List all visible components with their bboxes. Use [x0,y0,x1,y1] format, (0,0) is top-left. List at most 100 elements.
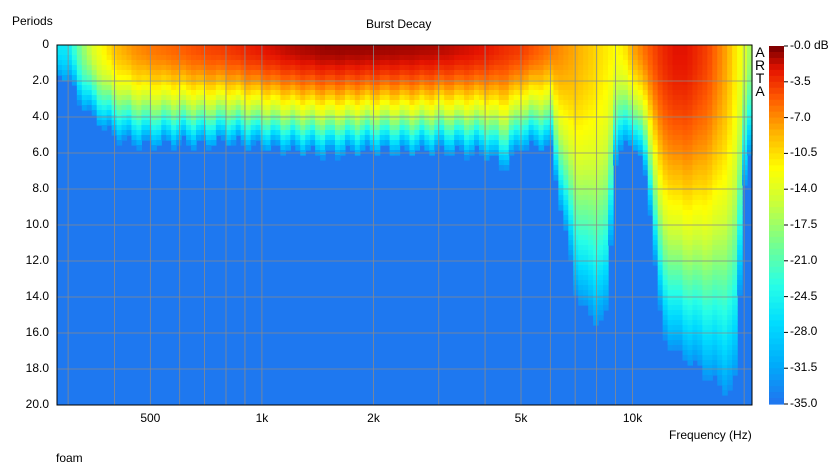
heatmap-cell [573,170,579,176]
heatmap-cell [191,100,197,106]
heatmap-cell [657,130,664,136]
heatmap-cell [166,85,172,91]
heatmap-cell [151,65,157,71]
heatmap-cell [687,180,694,186]
heatmap-cell [732,340,738,346]
heatmap-cell [672,190,679,196]
heatmap-cell [498,145,505,151]
heatmap-cell [161,55,167,61]
heatmap-cell [295,95,301,101]
heatmap-cell [339,130,346,136]
heatmap-cell [285,145,291,151]
heatmap-cell [598,260,604,266]
heatmap-cell [578,300,584,306]
colorbar-segment [769,374,784,381]
heatmap-cell [508,100,515,106]
heatmap-cell [747,125,753,131]
heatmap-cell [672,140,679,146]
heatmap-cell [647,210,654,216]
heatmap-cell [742,155,748,161]
heatmap-cell [682,175,689,181]
heatmap-cell [404,75,411,81]
heatmap-cell [538,120,545,126]
heatmap-cell [588,55,594,61]
heatmap-cell [717,325,723,331]
heatmap-cell [399,55,406,61]
heatmap-cell [389,45,396,51]
heatmap-cell [300,125,306,131]
heatmap-cell [742,170,748,176]
heatmap-cell [454,70,460,76]
heatmap-cell [151,70,157,76]
heatmap-cell [603,90,609,96]
heatmap-cell [667,145,674,151]
heatmap-cell [672,250,679,256]
heatmap-cell [151,115,157,121]
heatmap-cell [285,125,291,131]
heatmap-cell [513,105,520,111]
heatmap-cell [528,95,535,101]
heatmap-cell [717,255,723,261]
heatmap-cell [508,45,515,51]
heatmap-cell [712,335,718,341]
heatmap-cell [732,295,738,301]
heatmap-cell [315,105,321,111]
heatmap-cell [692,230,698,236]
heatmap-cell [538,110,545,116]
heatmap-cell [687,335,694,341]
heatmap-cell [642,165,649,171]
heatmap-cell [662,335,669,341]
heatmap-cell [687,65,694,71]
heatmap-cell [697,275,703,281]
heatmap-cell [727,360,733,366]
colorbar-segment [769,356,784,363]
x-axis-title: Frequency (Hz) [669,428,752,442]
heatmap-cell [702,95,708,101]
heatmap-cell [722,245,728,251]
heatmap-cell [727,125,733,131]
heatmap-cell [722,85,728,91]
heatmap-cell [737,115,743,121]
heatmap-cell [568,85,574,91]
heatmap-cell [598,55,604,61]
heatmap-cell [652,260,659,266]
heatmap-cell [593,285,599,291]
heatmap-cell [449,50,455,56]
heatmap-cell [275,75,281,81]
heatmap-cell [275,140,281,146]
heatmap-cell [712,210,718,216]
heatmap-cell [424,55,430,61]
heatmap-cell [434,105,440,111]
heatmap-cell [667,200,674,206]
heatmap-cell [677,105,684,111]
heatmap-cell [707,260,713,266]
heatmap-cell [583,110,589,116]
heatmap-cell [245,105,252,111]
heatmap-cell [578,130,584,136]
heatmap-cell [707,355,713,361]
heatmap-cell [96,120,103,126]
heatmap-cell [533,50,540,56]
heatmap-cell [627,125,634,131]
heatmap-cell [315,55,321,61]
heatmap-cell [498,60,505,66]
heatmap-cell [682,210,689,216]
heatmap-cell [672,340,679,346]
heatmap-cell [717,50,723,56]
heatmap-cell [96,115,103,121]
heatmap-cell [697,355,703,361]
heatmap-cell [543,75,550,81]
heatmap-cell [727,265,733,271]
heatmap-cell [677,140,684,146]
heatmap-cell [702,100,708,106]
heatmap-cell [478,80,485,86]
heatmap-cell [404,140,411,146]
heatmap-cell [205,105,212,111]
heatmap-cell [727,100,733,106]
heatmap-cell [588,170,594,176]
heatmap-cell [260,90,267,96]
heatmap-cell [702,280,708,286]
heatmap-cell [344,135,351,141]
heatmap-cell [677,45,684,51]
heatmap-cell [662,70,669,76]
